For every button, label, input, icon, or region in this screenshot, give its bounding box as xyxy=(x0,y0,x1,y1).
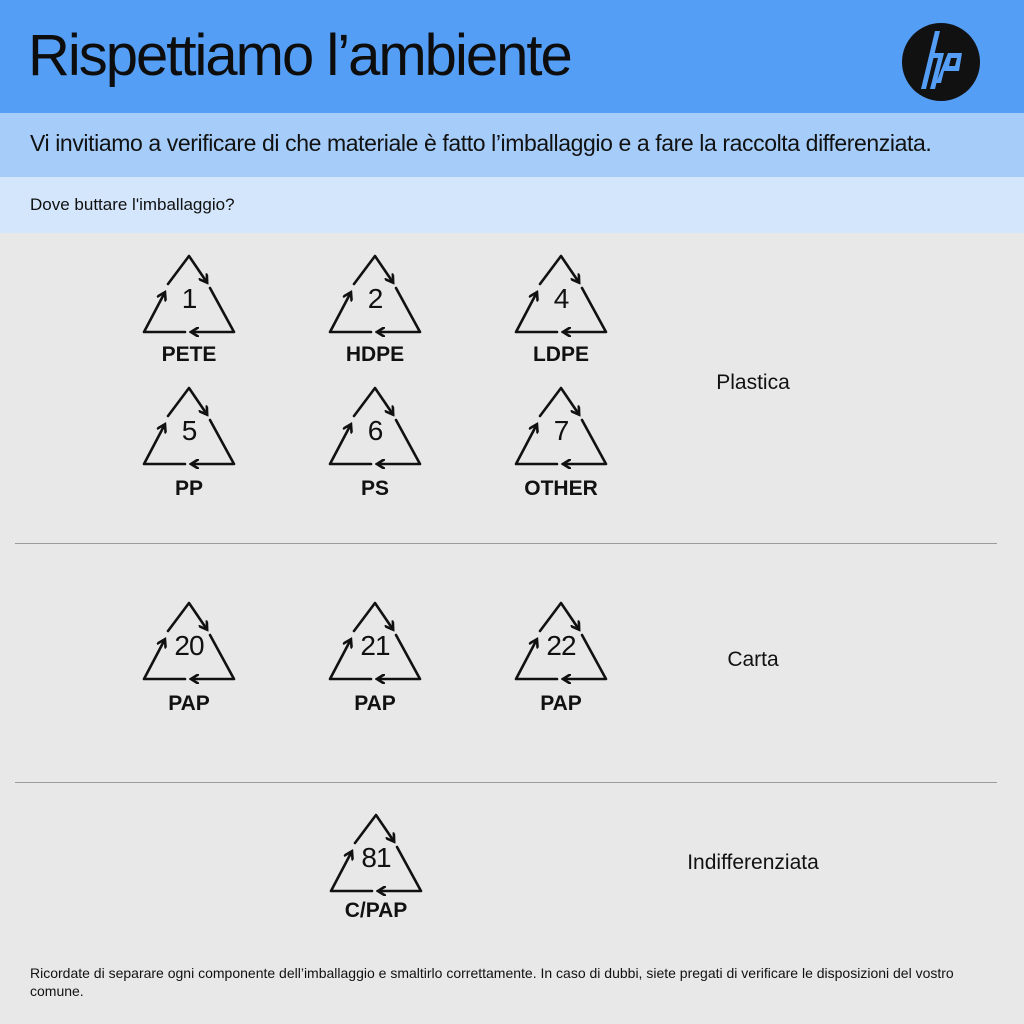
recycle-triangle-icon: 20 xyxy=(141,600,237,684)
recycle-triangle-icon: 22 xyxy=(513,600,609,684)
subtitle-band xyxy=(0,113,1024,177)
recycle-triangle-icon: 7 xyxy=(513,385,609,469)
recycle-triangle-icon: 6 xyxy=(327,385,423,469)
category-label: Plastica xyxy=(716,371,790,394)
hp-logo xyxy=(902,23,980,101)
question-band xyxy=(0,177,1024,233)
category-label: Carta xyxy=(727,648,779,671)
resin-code: 22 xyxy=(546,630,576,661)
material-label: PAP xyxy=(540,692,582,715)
recycle-triangle-icon: 5 xyxy=(141,385,237,469)
resin-code: 4 xyxy=(553,283,570,314)
resin-code: 81 xyxy=(361,842,391,873)
resin-code: 6 xyxy=(367,415,384,446)
recycle-triangle-icon: 1 xyxy=(141,253,237,337)
page-title: Rispettiamo l’ambiente xyxy=(28,23,573,88)
divider xyxy=(15,782,997,783)
material-label: HDPE xyxy=(345,343,405,366)
question: Dove buttare l'imballaggio? xyxy=(30,195,235,214)
recycle-triangle-icon: 21 xyxy=(327,600,423,684)
header-bar xyxy=(0,0,1024,113)
resin-code: 21 xyxy=(360,630,390,661)
material-label: PP xyxy=(174,477,203,500)
material-label: C/PAP xyxy=(344,899,408,922)
material-label: OTHER xyxy=(524,477,598,500)
resin-code: 2 xyxy=(367,283,384,314)
material-label: PAP xyxy=(354,692,396,715)
recycle-triangle-icon: 4 xyxy=(513,253,609,337)
resin-code: 20 xyxy=(174,630,204,661)
category-label: Indifferenziata xyxy=(687,851,819,874)
material-label: PAP xyxy=(168,692,210,715)
material-label: PS xyxy=(360,477,389,500)
subtitle: Vi invitiamo a verificare di che materia… xyxy=(30,130,932,156)
material-label: LDPE xyxy=(532,343,589,366)
resin-code: 7 xyxy=(553,415,570,446)
resin-code: 1 xyxy=(181,283,198,314)
recycle-triangle-icon: 2 xyxy=(327,253,423,337)
footer-note: Ricordate di separare ogni componente de… xyxy=(30,965,954,999)
resin-code: 5 xyxy=(181,415,198,446)
recycle-triangle-icon: 81 xyxy=(328,812,424,896)
divider xyxy=(15,543,997,544)
material-label: PETE xyxy=(161,343,217,366)
